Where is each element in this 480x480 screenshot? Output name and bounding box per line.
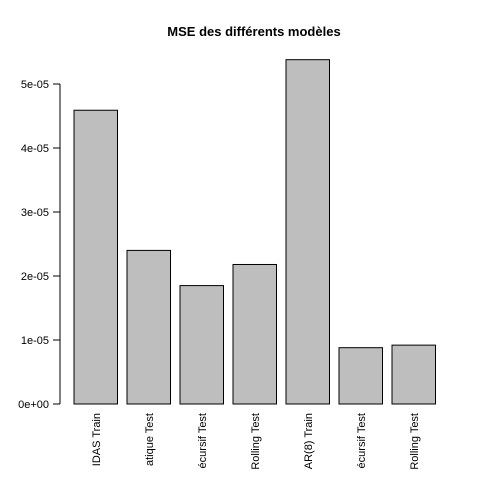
x-tick-label: atique Test (144, 413, 156, 466)
y-tick-label: 1e-05 (21, 335, 49, 347)
x-tick-label: Rolling Test (250, 413, 262, 470)
x-tick-label: AR(8) Train (303, 413, 315, 469)
y-tick-label: 3e-05 (21, 207, 49, 219)
bar (391, 344, 436, 405)
bars-group (73, 59, 436, 405)
x-tick-labels: IDAS Train atique Test écursif Test Rolling… (91, 413, 421, 470)
y-tick-label: 0e+00 (18, 399, 49, 411)
x-tick-label: écursif Test (356, 413, 368, 468)
y-tick-label: 4e-05 (21, 143, 49, 155)
chart-title: MSE des différents modèles (167, 24, 340, 39)
x-tick-label: Rolling Test (409, 413, 421, 470)
y-tick-label: 2e-05 (21, 271, 49, 283)
y-axis: 0e+00 1e-05 2e-05 3e-05 4e-05 5e-05 (18, 79, 61, 411)
bar (179, 285, 224, 405)
bar (338, 347, 383, 405)
x-tick-label: écursif Test (197, 413, 209, 468)
y-tick-label: 5e-05 (21, 79, 49, 91)
bar (126, 249, 171, 405)
bar (285, 59, 330, 405)
x-tick-label: IDAS Train (91, 413, 103, 466)
bar (232, 263, 277, 405)
bar (73, 109, 118, 405)
